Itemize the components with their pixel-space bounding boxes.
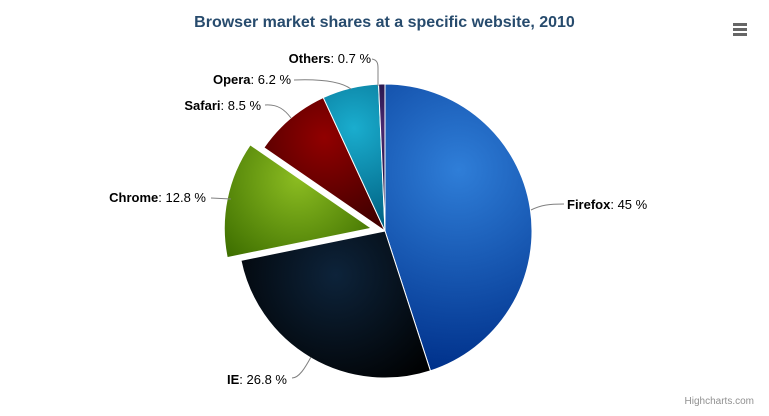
context-menu-button[interactable] bbox=[731, 20, 751, 38]
slice-value: : 45 % bbox=[610, 197, 648, 212]
slice-name: Chrome bbox=[109, 190, 159, 205]
pie-slice-others[interactable] bbox=[378, 83, 386, 232]
slice-value: : 12.8 % bbox=[158, 190, 206, 205]
slice-value: : 6.2 % bbox=[250, 72, 291, 87]
data-label-ie: IE: 26.8 % bbox=[227, 373, 287, 387]
hamburger-icon bbox=[733, 32, 747, 36]
hamburger-icon bbox=[733, 27, 747, 31]
label-connector-line bbox=[371, 58, 379, 86]
hamburger-icon bbox=[733, 22, 747, 26]
data-label-firefox: Firefox: 45 % bbox=[567, 198, 647, 212]
slice-value: : 0.7 % bbox=[330, 51, 371, 66]
credits-link[interactable]: Highcharts.com bbox=[684, 396, 754, 407]
slice-value: : 26.8 % bbox=[239, 372, 287, 387]
slice-value: : 8.5 % bbox=[220, 98, 261, 113]
label-connector-line bbox=[210, 197, 232, 200]
pie-slice-firefox[interactable] bbox=[384, 83, 533, 372]
label-connector-line bbox=[264, 104, 292, 119]
data-label-others: Others: 0.7 % bbox=[289, 52, 371, 66]
slice-name: IE bbox=[227, 372, 240, 387]
data-label-opera: Opera: 6.2 % bbox=[213, 73, 291, 87]
label-connector-line bbox=[293, 79, 352, 90]
slice-name: Others bbox=[288, 51, 331, 66]
data-label-safari: Safari: 8.5 % bbox=[184, 99, 261, 113]
label-connector-line bbox=[530, 203, 565, 211]
slice-name: Opera bbox=[212, 72, 251, 87]
slice-name: Safari bbox=[184, 98, 221, 113]
data-label-chrome: Chrome: 12.8 % bbox=[109, 191, 206, 205]
chart-title: Browser market shares at a specific webs… bbox=[194, 14, 575, 31]
slice-name: Firefox bbox=[567, 197, 611, 212]
label-connector-line bbox=[291, 356, 312, 379]
